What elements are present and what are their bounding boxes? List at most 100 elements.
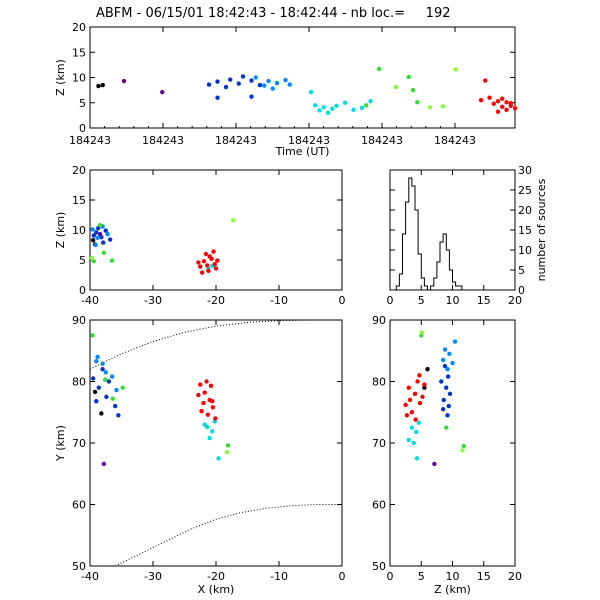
x-y-xtick-label: -10 [270,570,288,583]
x-z-point-azure [95,235,100,240]
time-z-xtick-label: 184243 [361,134,403,147]
x-z-point-blue [91,233,96,238]
time-z-xtick-label: 184243 [142,134,184,147]
time-z-ytick-label: 5 [79,97,86,110]
z-y-point-red [417,373,422,378]
x-y-xtick-label: 0 [339,570,346,583]
z-y-point-azure [442,347,448,352]
z-y-point-azure [450,360,455,366]
x-y-point-green [120,385,125,390]
time-z-point-purple [160,89,165,95]
z-y-point-red [420,394,425,400]
x-z-xtick-label: -10 [270,294,288,307]
x-z-xtick-label: 0 [339,294,346,307]
histogram-bar [456,286,459,290]
x-z-point-azure [93,242,98,248]
z-y-point-cyan [414,429,419,435]
time-z-point-cyan [359,105,365,111]
z-y-point-black [425,367,430,372]
x-y-point-cyan [202,422,207,427]
time-z-point-red [500,104,505,109]
x-z-point-ltgreen [230,218,236,223]
x-z-ytick-label: 5 [79,254,86,267]
histogram-bar [418,254,421,290]
z-y-point-blue [447,391,453,396]
z-y-point-blue [444,385,449,390]
x-z-point-blue [107,237,113,242]
x-z-ylabel: Z (km) [54,212,67,249]
x-z-point-ltgreen [89,256,95,261]
x-y-point-red [201,400,206,406]
time-z-point-azure [274,80,280,86]
x-y-ylabel: Y (km) [54,425,67,462]
time-z-point-cyan [308,89,314,95]
time-z-point-red [512,106,518,111]
time-z-point-red [495,109,501,115]
time-z-point-azure [283,77,288,83]
time-z-xtick-label: 184243 [434,134,476,147]
histogram-ytick-label: 20 [518,204,532,217]
time-z-point-azure [270,86,275,91]
z-y-point-blue [445,374,451,379]
x-y-point-blue [116,413,121,418]
x-z-point-red [207,254,212,259]
time-z-point-blue [257,82,263,88]
time-z-point-blue [236,81,241,86]
x-y-point-red [210,405,216,410]
x-z-ytick-label: 15 [72,194,86,207]
time-z-point-blue [249,78,254,83]
z-y-point-red [413,417,418,422]
x-y-point-green [90,333,95,338]
time-z-point-blue [240,74,246,79]
x-z-point-black [90,238,96,243]
time-z-point-green [376,66,382,72]
x-y-point-black [99,411,104,416]
x-y-point-purple [101,461,107,467]
x-z-point-red [213,266,219,271]
x-z-frame [89,169,343,291]
x-z-point-blue [103,228,108,233]
x-y-point-blue [94,398,99,404]
x-y-point-red [205,412,211,417]
z-y-point-red [403,402,408,408]
x-z-point-red [215,258,220,263]
time-z-point-cyan [325,110,331,116]
x-z-point-red [198,264,203,269]
time-z-ytick-label: 0 [79,122,86,135]
x-y-point-cyan [207,435,212,441]
histogram-ylabel: number of sources [535,178,548,281]
z-y-point-red [407,397,413,403]
time-z-point-green [406,74,411,80]
histogram-outline [393,177,515,291]
x-y-point-azure [94,359,99,364]
time-z-point-azure [287,82,292,87]
x-z-point-red [201,259,207,264]
z-y-point-azure [447,351,452,357]
x-y-range-ring [114,504,342,567]
time-z-point-cyan [368,99,373,104]
histogram-xtick-label: 15 [477,294,491,307]
x-y-point-blue [113,403,118,409]
histogram-ytick-label: 25 [518,184,532,197]
time-z-point-green [364,103,369,108]
x-y-point-blue [104,394,109,400]
z-y-point-blue [441,397,446,403]
time-z-point-red [495,99,501,104]
time-z-point-red [478,98,484,103]
time-z-point-ltgreen [393,84,399,90]
time-z-point-cyan [351,107,356,113]
x-y-frame [89,319,343,567]
time-z-ylabel: Z (km) [54,59,67,96]
histogram-ytick-label: 15 [518,224,532,237]
time-z-point-red [491,101,496,106]
z-y-point-red [415,379,420,384]
time-z-point-blue [215,95,220,100]
time-z-point-black [96,83,101,89]
z-y-point-red [409,410,415,415]
histogram-ytick-label: 5 [518,264,525,277]
time-z-xtick-label: 184243 [288,134,330,147]
x-y-point-azure [103,370,108,375]
z-y-point-cyan [416,420,421,425]
time-z-point-cyan [317,108,322,113]
z-y-ytick-label: 80 [372,376,386,389]
